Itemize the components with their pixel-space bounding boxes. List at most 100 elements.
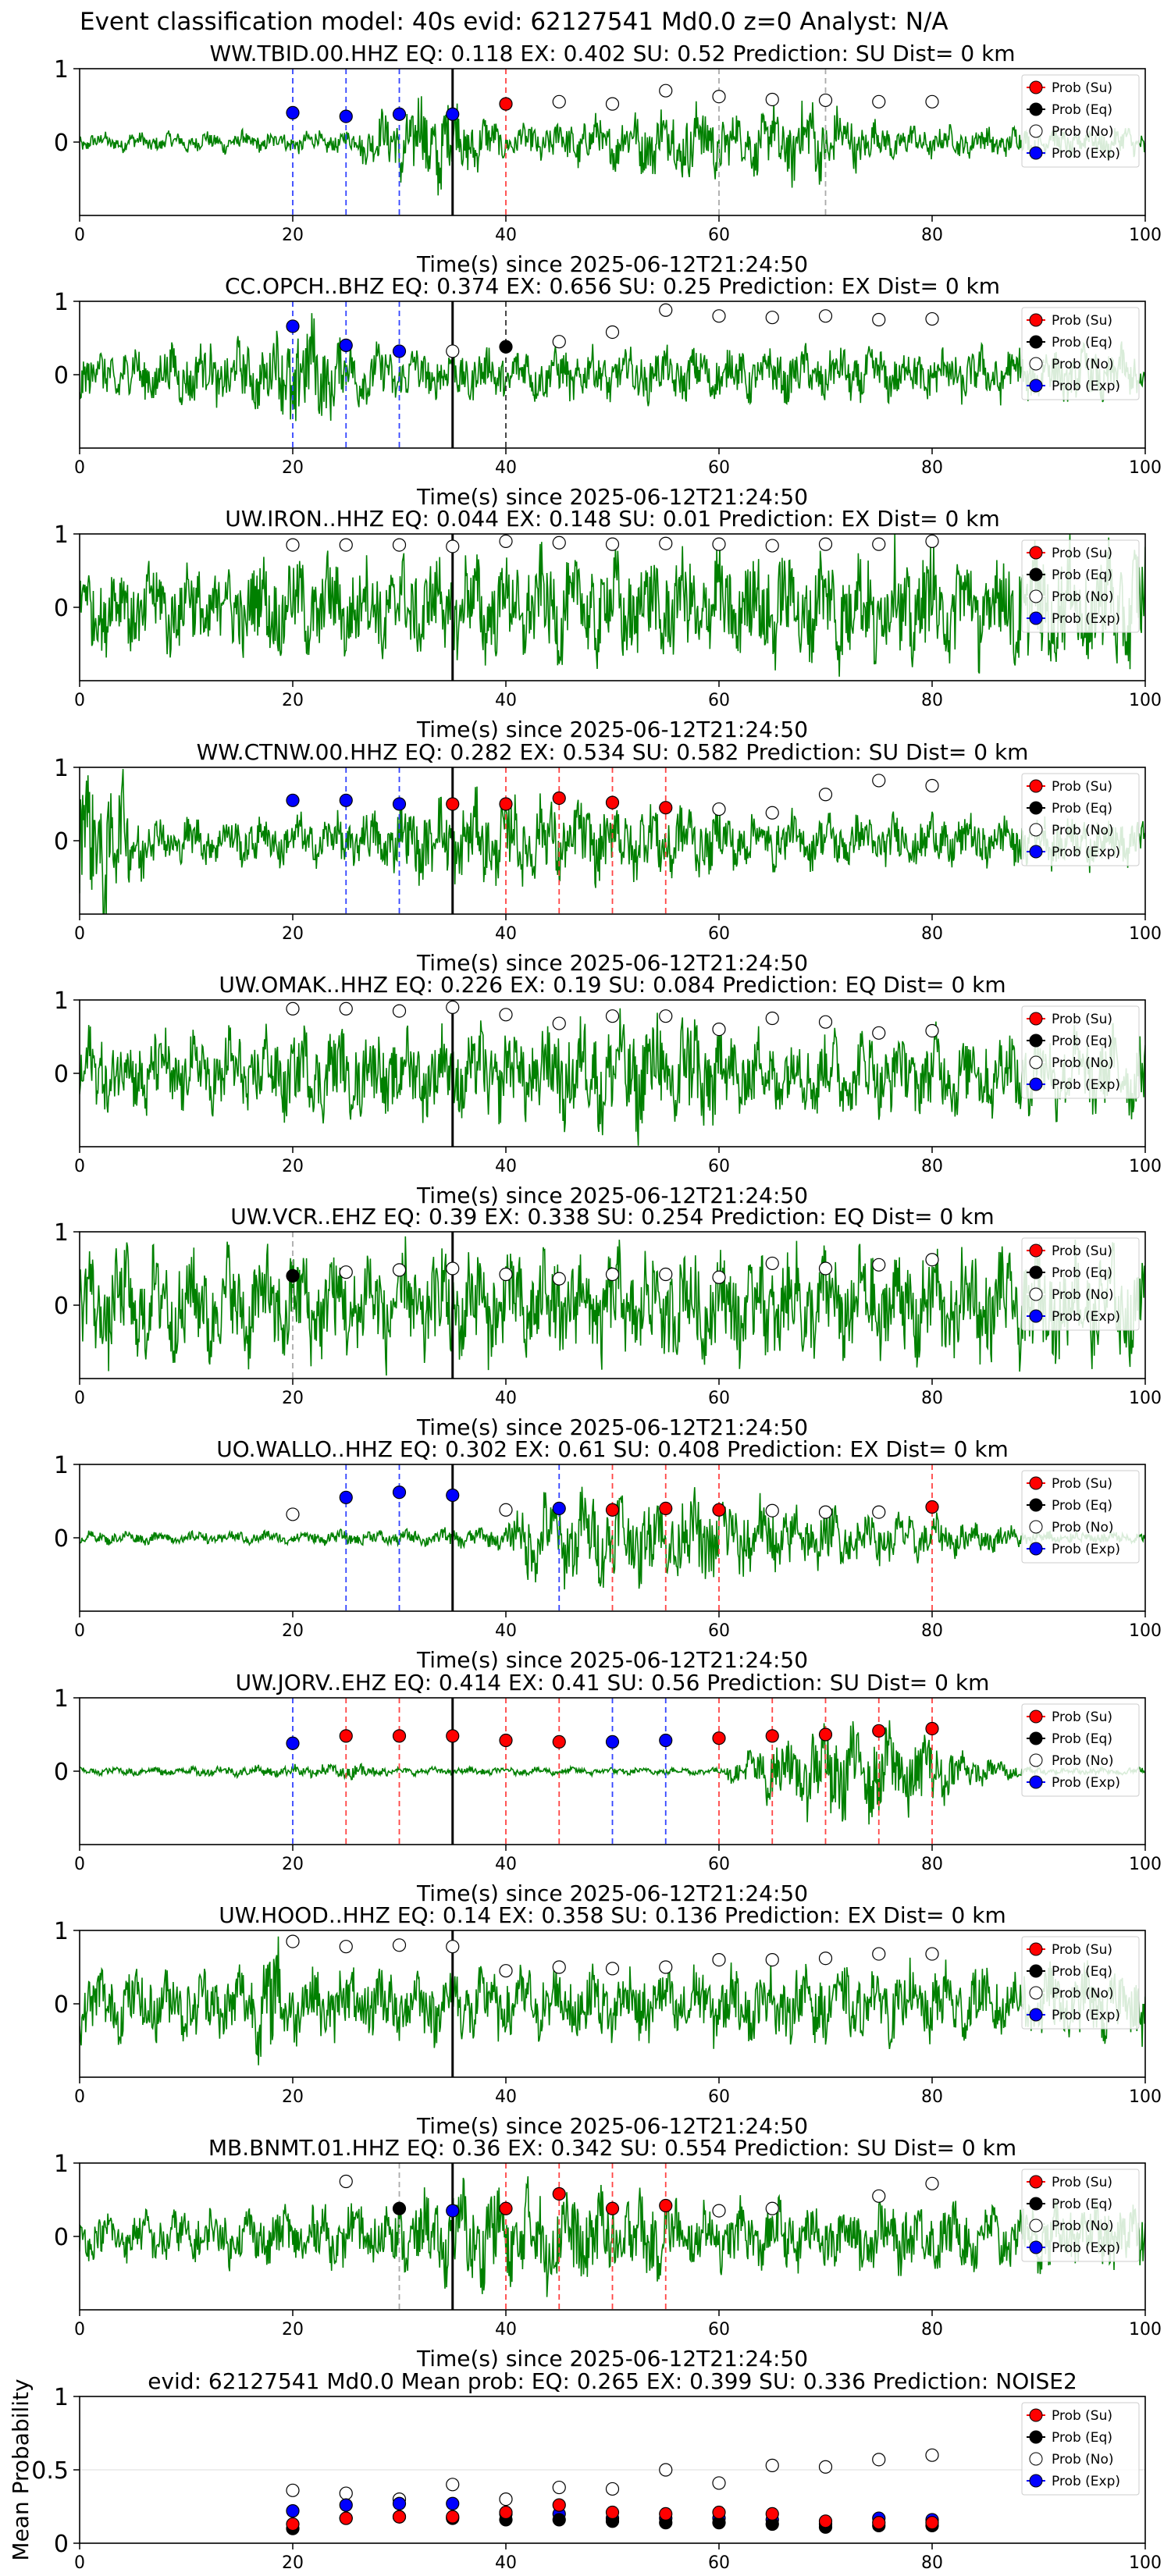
legend-label: Prob (Su) — [1052, 2175, 1112, 2190]
prob-marker-su — [818, 1727, 833, 1742]
mean-marker-no — [872, 2453, 886, 2467]
legend-label: Prob (Exp) — [1052, 379, 1120, 394]
x-tick-label: 40 — [495, 1389, 517, 1408]
figure-title: Event classification model: 40s evid: 62… — [80, 8, 949, 36]
prob-marker-exp — [339, 109, 353, 123]
x-tick-label: 60 — [708, 458, 730, 478]
prob-marker-no — [392, 1263, 407, 1277]
prob-marker-no — [712, 1270, 726, 1284]
mean-marker-su — [552, 2498, 566, 2512]
prob-marker-no — [552, 94, 566, 109]
mean-marker-no — [818, 2460, 833, 2474]
mean-marker-no — [765, 2458, 779, 2472]
prob-marker-no — [339, 538, 353, 552]
prob-marker-su — [605, 1503, 620, 1517]
y-tick-label: 0 — [54, 1293, 69, 1320]
prob-marker-exp — [286, 1736, 300, 1750]
prob-marker-su — [499, 1733, 513, 1748]
axes-frame — [79, 2396, 1146, 2544]
x-tick-label: 100 — [1129, 691, 1162, 710]
prob-marker-su — [605, 795, 620, 809]
legend-label: Prob (No) — [1052, 1287, 1114, 1303]
prob-marker-no — [339, 1265, 353, 1279]
legend-label: Prob (Eq) — [1052, 1034, 1112, 1049]
prob-marker-no — [552, 335, 566, 349]
legend-label: Prob (Eq) — [1052, 1964, 1112, 1980]
x-tick-label: 60 — [708, 924, 730, 944]
prob-marker-no — [818, 1261, 833, 1276]
prob-marker-exp — [446, 2204, 460, 2218]
legend-label: Prob (Exp) — [1052, 2008, 1120, 2023]
legend-marker-su — [1029, 313, 1043, 327]
legend-label: Prob (Eq) — [1052, 1265, 1112, 1281]
x-tick-label: 80 — [921, 2087, 943, 2107]
legend-label: Prob (Su) — [1052, 1710, 1112, 1725]
x-axis-label: Time(s) since 2025-06-12T21:24:50 — [416, 1647, 808, 1673]
legend-box — [1021, 1703, 1140, 1797]
legend-box — [1021, 307, 1140, 400]
prob-marker-no — [765, 806, 779, 820]
prob-marker-no — [818, 1505, 833, 1519]
legend-label: Prob (Su) — [1052, 313, 1112, 329]
axes-frame — [79, 533, 1146, 681]
waveform-trace — [80, 313, 1145, 422]
prob-marker-no — [499, 1008, 513, 1022]
prob-marker-su — [552, 2186, 566, 2201]
legend-marker-eq — [1029, 568, 1043, 582]
y-tick-label: 0 — [54, 362, 69, 390]
axes-frame — [79, 1697, 1146, 1845]
legend-label: Prob (Exp) — [1052, 1077, 1120, 1093]
x-tick-label: 80 — [921, 924, 943, 944]
panel-ww-tbid-00-hhz: WW.TBID.00.HHZ EQ: 0.118 EX: 0.402 SU: 0… — [54, 41, 1162, 277]
legend-marker-su — [1029, 2408, 1043, 2422]
prob-marker-no — [552, 1016, 566, 1030]
x-tick-label: 40 — [495, 924, 517, 944]
legend-label: Prob (No) — [1052, 1055, 1114, 1071]
mean-marker-no — [659, 2463, 673, 2477]
x-tick-label: 20 — [282, 1855, 304, 1874]
legend-marker-exp — [1029, 1775, 1043, 1789]
axes-frame — [79, 999, 1146, 1147]
prob-marker-no — [286, 1934, 300, 1948]
legend-label: Prob (Su) — [1052, 1244, 1112, 1259]
legend-marker-eq — [1029, 1731, 1043, 1745]
legend-label: Prob (No) — [1052, 823, 1114, 838]
legend-marker-su — [1029, 1710, 1043, 1724]
x-tick-label: 0 — [74, 2553, 85, 2573]
x-tick-label: 100 — [1129, 2553, 1162, 2573]
mean-marker-exp — [286, 2504, 300, 2518]
prob-marker-exp — [392, 344, 407, 358]
prob-marker-no — [765, 92, 779, 107]
prob-marker-no — [659, 1009, 673, 1023]
legend-label: Prob (Eq) — [1052, 801, 1112, 817]
prob-marker-no — [499, 1964, 513, 1978]
legend-label: Prob (Eq) — [1052, 1731, 1112, 1747]
x-tick-label: 40 — [495, 2320, 517, 2339]
legend-marker-no — [1029, 2218, 1043, 2233]
prob-marker-su — [552, 1735, 566, 1749]
prob-marker-no — [659, 84, 673, 98]
prob-marker-no — [925, 2176, 939, 2190]
x-tick-label: 20 — [282, 691, 304, 710]
x-tick-label: 100 — [1129, 1621, 1162, 1641]
legend-marker-no — [1029, 1986, 1043, 2000]
x-tick-label: 40 — [495, 1157, 517, 1176]
legend-box — [1021, 1005, 1140, 1099]
waveform-trace — [80, 1008, 1145, 1146]
legend-box — [1021, 1936, 1140, 2030]
prob-marker-no — [446, 344, 460, 358]
prob-marker-exp — [286, 319, 300, 333]
prob-marker-su — [765, 1729, 779, 1743]
y-tick-label: 0 — [54, 130, 69, 157]
legend-label: Prob (No) — [1052, 589, 1114, 605]
y-tick-label: 1 — [54, 2384, 69, 2411]
y-tick-label: 1 — [54, 521, 69, 549]
y-tick-label: 0 — [54, 1525, 69, 1553]
prob-marker-no — [765, 1011, 779, 1026]
prob-marker-eq — [499, 340, 513, 354]
x-tick-label: 20 — [282, 1621, 304, 1641]
legend-marker-exp — [1029, 845, 1043, 859]
legend-label: Prob (Exp) — [1052, 1542, 1120, 1557]
x-tick-label: 80 — [921, 1855, 943, 1874]
prob-marker-no — [872, 1505, 886, 1519]
